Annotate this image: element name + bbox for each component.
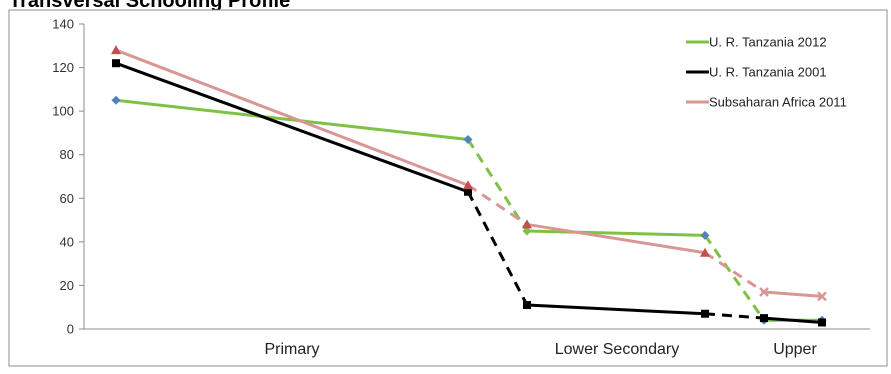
series-line-segment [763,316,823,324]
data-point [760,314,768,323]
y-tick-label: 120 [52,60,74,75]
chart-title: Transversal Schooling Profile [9,0,290,12]
y-tick-label: 60 [60,191,74,206]
series-1 [112,59,826,327]
y-tick-label: 40 [60,234,74,249]
legend-entry: U. R. Tanzania 2012 [686,35,827,50]
data-point [464,187,472,196]
x-category-label: Lower Secondary [555,341,680,358]
data-point [759,287,769,297]
y-tick-label: 80 [60,147,74,162]
data-point [463,180,473,190]
series-line-segment [526,222,706,255]
series-line-segment [466,191,529,306]
x-category-label: Primary [264,341,319,358]
series-line-segment [526,303,706,316]
y-tick-label: 0 [67,322,74,337]
x-category-label: Upper [773,341,817,358]
series-line-segment [466,138,529,232]
series-line-segment [115,48,469,187]
axes-group: 0 20 40 60 80 100 120 140 Primary Lower Secondary… [52,17,870,358]
series-line-segment [115,98,469,141]
series-0 [111,95,827,325]
data-point [463,134,473,144]
legend-label: U. R. Tanzania 2001 [709,65,827,80]
data-point [522,219,532,229]
legend-entry: U. R. Tanzania 2001 [686,65,827,80]
data-point [817,291,827,302]
data-point [701,309,709,318]
series-line-segment [763,290,823,298]
data-point [112,59,120,68]
legend-label: Subsaharan Africa 2011 [709,95,847,110]
data-point [111,95,121,105]
data-point [111,45,121,55]
legend-label: U. R. Tanzania 2012 [709,35,827,50]
y-tick-label: 20 [60,278,74,293]
legend: U. R. Tanzania 2012 U. R. Tanzania 2001 Su… [686,35,847,110]
y-tick-label: 140 [52,17,74,32]
data-point [700,230,710,240]
legend-entry: Subsaharan Africa 2011 [686,95,847,110]
data-point [523,301,531,310]
series-group [111,45,827,327]
series-line-segment [467,183,528,226]
series-line-segment [115,61,469,194]
data-point [818,318,826,327]
series-line-segment [704,312,765,320]
data-point [700,247,710,257]
series-line-segment [703,234,766,322]
series-line-segment [704,251,765,294]
chart-frame [8,9,888,367]
series-2 [111,45,827,302]
data-point [522,226,532,236]
y-tick-label: 100 [52,104,74,119]
series-line-segment [526,229,706,237]
